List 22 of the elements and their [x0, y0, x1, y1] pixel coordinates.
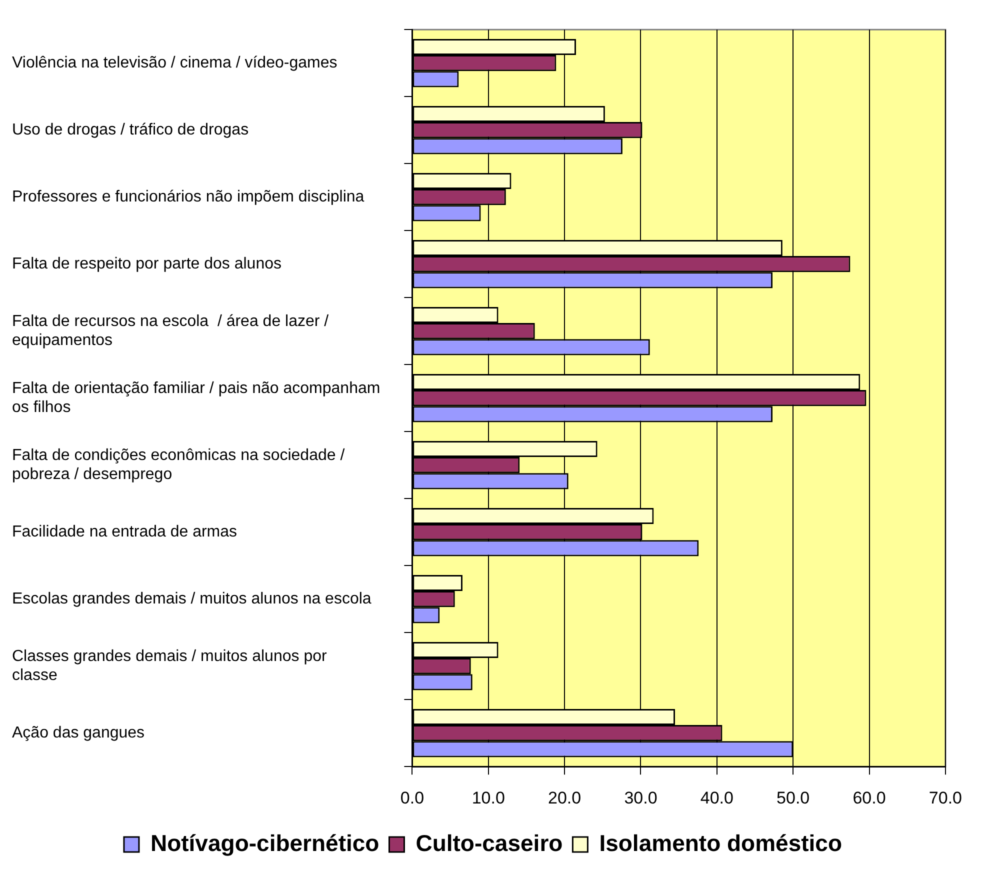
- x-tick-label: 20.0: [548, 788, 582, 808]
- x-tick-label: 0.0: [400, 788, 424, 808]
- x-tick-label: 60.0: [852, 788, 886, 808]
- y-tick-label: Ação das gangues: [12, 724, 145, 742]
- y-tick-label: Professores e funcionários não impõem disciplina: [12, 188, 364, 206]
- y-tick-label: Escolas grandes demais / muitos alunos na escola: [12, 590, 372, 608]
- x-tick-label: 70.0: [928, 788, 962, 808]
- y-tick-label: Violência na televisão / cinema / vídeo-games: [12, 54, 338, 72]
- y-tick-label: Uso de drogas / tráfico de drogas: [12, 122, 249, 139]
- legend-label: Notívago-cibernético: [150, 830, 380, 856]
- y-tick-label: Falta de respeito por parte dos alunos: [12, 256, 282, 273]
- x-tick-label: 10.0: [472, 788, 505, 808]
- y-tick-label: Classes grandes demais / muitos alunos por classe: [12, 648, 328, 684]
- legend-label: Culto-caseiro: [416, 830, 563, 856]
- x-tick-label: 40.0: [700, 788, 734, 808]
- y-tick-label: Facilidade na entrada de armas: [12, 524, 238, 541]
- x-tick-label: 50.0: [776, 788, 810, 808]
- legend-label: Isolamento doméstico: [599, 830, 842, 856]
- x-tick-label: 30.0: [624, 788, 658, 808]
- y-tick-label: Falta de condições econômicas na sociedade / pobreza / desemprego: [12, 446, 346, 484]
- y-tick-label: Falta de orientação familiar / pais não acompanham os filhos: [12, 380, 380, 416]
- y-tick-label: Falta de recursos na escola / área de lazer / equipamentos: [12, 312, 330, 350]
